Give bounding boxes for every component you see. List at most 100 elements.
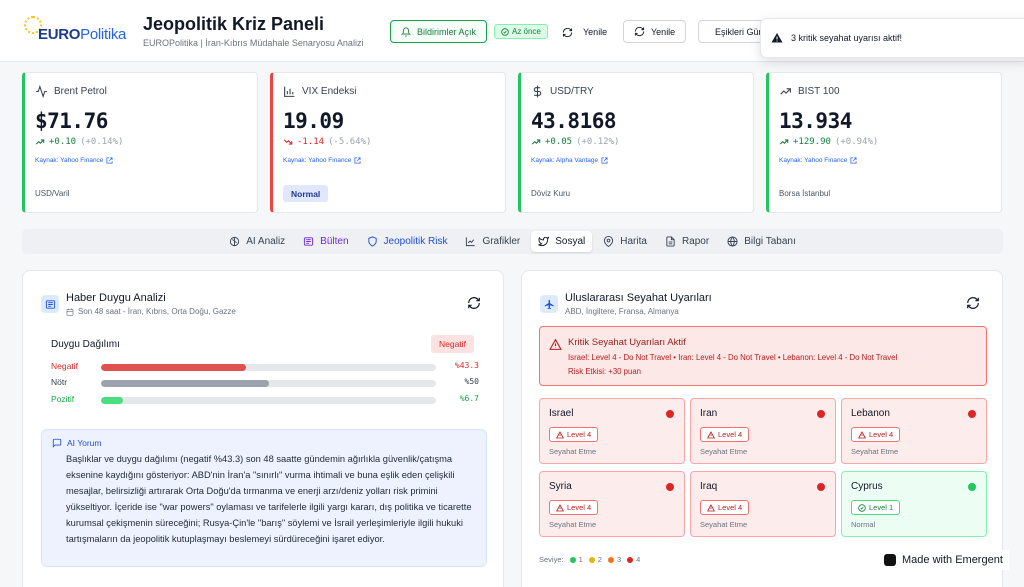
critical-travel-alert: Kritik Seyahat Uyarıları Aktif Israel: L… — [539, 326, 987, 386]
metric-change-pct: (+0.94%) — [834, 137, 879, 147]
metric-label: USD/TRY — [550, 86, 594, 97]
metric-source-link[interactable]: Kaynak: Alpha Vantage — [531, 157, 608, 164]
metric-change: -1.14 — [297, 137, 325, 147]
sentiment-row-positive: Pozitif %6.7 — [51, 394, 479, 404]
travel-advisory-panel: Uluslararası Seyahat Uyarıları ABD, İngi… — [521, 270, 1003, 587]
status-dot — [817, 483, 825, 491]
ai-commentary-box: AI Yorum Başlıklar ve duygu dağılımı (ne… — [41, 429, 487, 567]
tab-harita[interactable]: Harita — [596, 231, 654, 252]
panel-subtitle: Son 48 saat - İran, Kıbrıs, Orta Doğu, G… — [78, 307, 236, 316]
plane-icon — [540, 295, 558, 313]
warning-icon — [549, 338, 562, 350]
made-with-emergent-badge[interactable]: Made with Emergent — [878, 550, 1009, 570]
metric-change: +0.05 — [545, 137, 573, 147]
globe-icon — [727, 236, 738, 247]
country-card-cyprus[interactable]: Cyprus Level 1 Normal — [841, 471, 987, 537]
metric-change-pct: (+0.12%) — [576, 137, 620, 147]
alert-toast[interactable]: 3 kritik seyahat uyarısı aktif! — [760, 18, 1024, 58]
volatility-status-badge: Normal — [283, 185, 329, 202]
external-link-icon — [106, 157, 113, 164]
refresh-icon[interactable] — [467, 296, 481, 310]
tab-ai-analiz[interactable]: AI Analiz — [222, 231, 292, 252]
page-subtitle: EUROPolitika | İran-Kıbrıs Müdahale Sena… — [143, 38, 364, 48]
metric-unit: Borsa İstanbul — [779, 189, 831, 198]
file-icon — [666, 236, 675, 247]
level-badge: Level 4 — [549, 427, 599, 442]
metric-label: BIST 100 — [798, 86, 840, 97]
refresh-icon — [562, 27, 573, 37]
country-card-iraq[interactable]: Iraq Level 4 Seyahat Etme — [690, 471, 836, 537]
trending-down-icon — [283, 139, 293, 145]
brain-icon — [230, 236, 240, 247]
metric-label: VIX Endeksi — [302, 86, 357, 97]
status-dot — [666, 483, 674, 491]
sentiment-panel: Haber Duygu Analizi Son 48 saat - İran, … — [22, 270, 504, 587]
metric-unit: USD/Varil — [35, 189, 70, 198]
refresh-icon[interactable] — [966, 296, 980, 310]
legend-item: 3 — [607, 555, 621, 564]
activity-icon — [36, 85, 47, 98]
level-badge: Level 4 — [549, 500, 599, 515]
ai-commentary-text: Başlıklar ve duygu dağılımı (negatif %43… — [66, 454, 472, 544]
bell-icon — [401, 26, 411, 37]
bar-chart-icon — [284, 86, 295, 97]
tab-jeopolitik-risk[interactable]: Jeopolitik Risk — [360, 231, 455, 252]
refresh-button[interactable]: Yenile — [623, 20, 687, 43]
status-dot — [968, 410, 976, 418]
europolitika-logo[interactable]: EUROPolitika — [22, 14, 134, 48]
metric-change: +129.90 — [793, 137, 831, 147]
status-dot — [968, 483, 976, 491]
panel-title: Haber Duygu Analizi — [66, 292, 166, 304]
ai-commentary-title: AI Yorum — [67, 438, 102, 448]
status-dot — [817, 410, 825, 418]
tab-sosyal[interactable]: Sosyal — [531, 231, 593, 252]
sentiment-bar — [101, 380, 269, 387]
metric-label: Brent Petrol — [54, 86, 107, 97]
notifications-toggle-button[interactable]: Bildirimler Açık — [390, 20, 488, 43]
trending-up-icon — [531, 139, 541, 145]
tab-bilgi-tabani[interactable]: Bilgi Tabanı — [720, 231, 803, 252]
tab-grafikler[interactable]: Grafikler — [458, 231, 527, 252]
warning-icon — [771, 33, 783, 43]
trending-up-icon — [779, 139, 789, 145]
distribution-label: Duygu Dağılımı — [51, 339, 120, 350]
sentiment-bar — [101, 397, 124, 404]
country-card-syria[interactable]: Syria Level 4 Seyahat Etme — [539, 471, 685, 537]
metric-source-link[interactable]: Kaynak: Yahoo Finance — [35, 157, 113, 164]
country-card-lebanon[interactable]: Lebanon Level 4 Seyahat Etme — [841, 398, 987, 464]
twitter-icon — [538, 236, 550, 247]
level-badge: Level 4 — [700, 500, 750, 515]
refresh-link[interactable]: Yenile — [562, 22, 607, 42]
legend-item: 2 — [588, 555, 602, 564]
sentiment-row-negative: Negatif %43.3 — [51, 361, 479, 371]
warning-icon — [707, 430, 715, 438]
level-badge: Level 1 — [851, 500, 901, 515]
page-title: Jeopolitik Kriz Paneli — [143, 14, 325, 34]
refresh-icon — [634, 26, 645, 37]
main-tab-bar: AI Analiz Bülten Jeopolitik Risk Grafikl… — [22, 229, 1003, 254]
overall-sentiment-badge: Negatif — [431, 335, 474, 353]
legend-item: 4 — [627, 555, 640, 564]
status-dot — [666, 410, 674, 418]
calendar-icon — [66, 308, 74, 316]
chart-icon — [466, 237, 476, 247]
metric-change: +0.10 — [49, 137, 77, 147]
metric-card-bist100[interactable]: BIST 100 13.934 +129.90 (+0.94%) Kaynak:… — [766, 72, 1002, 213]
update-thresholds-button[interactable]: Eşikleri Güncelle — [698, 20, 768, 43]
metric-value: 19.09 — [283, 109, 344, 133]
metric-source-link[interactable]: Kaynak: Yahoo Finance — [283, 157, 361, 164]
metric-value: 43.8168 — [531, 109, 617, 133]
last-updated-badge: Az önce — [494, 24, 548, 39]
sentiment-row-neutral: Nötr %50 — [51, 377, 479, 387]
tab-rapor[interactable]: Rapor — [658, 231, 716, 252]
metric-card-vix[interactable]: VIX Endeksi 19.09 -1.14 (-5.64%) Kaynak:… — [270, 72, 506, 213]
country-card-israel[interactable]: Israel Level 4 Seyahat Etme — [539, 398, 685, 464]
metric-source-link[interactable]: Kaynak: Yahoo Finance — [779, 157, 857, 164]
trending-up-icon — [780, 88, 791, 95]
country-card-iran[interactable]: Iran Level 4 Seyahat Etme — [690, 398, 836, 464]
metric-card-brent[interactable]: Brent Petrol $71.76 +0.10 (+0.14%) Kayna… — [22, 72, 258, 213]
tab-bulten[interactable]: Bülten — [296, 231, 355, 252]
metric-card-usdtry[interactable]: USD/TRY 43.8168 +0.05 (+0.12%) Kaynak: A… — [518, 72, 754, 213]
alert-risk-impact: Risk Etkisi: +30 puan — [568, 367, 642, 376]
level-badge: Level 4 — [851, 427, 901, 442]
